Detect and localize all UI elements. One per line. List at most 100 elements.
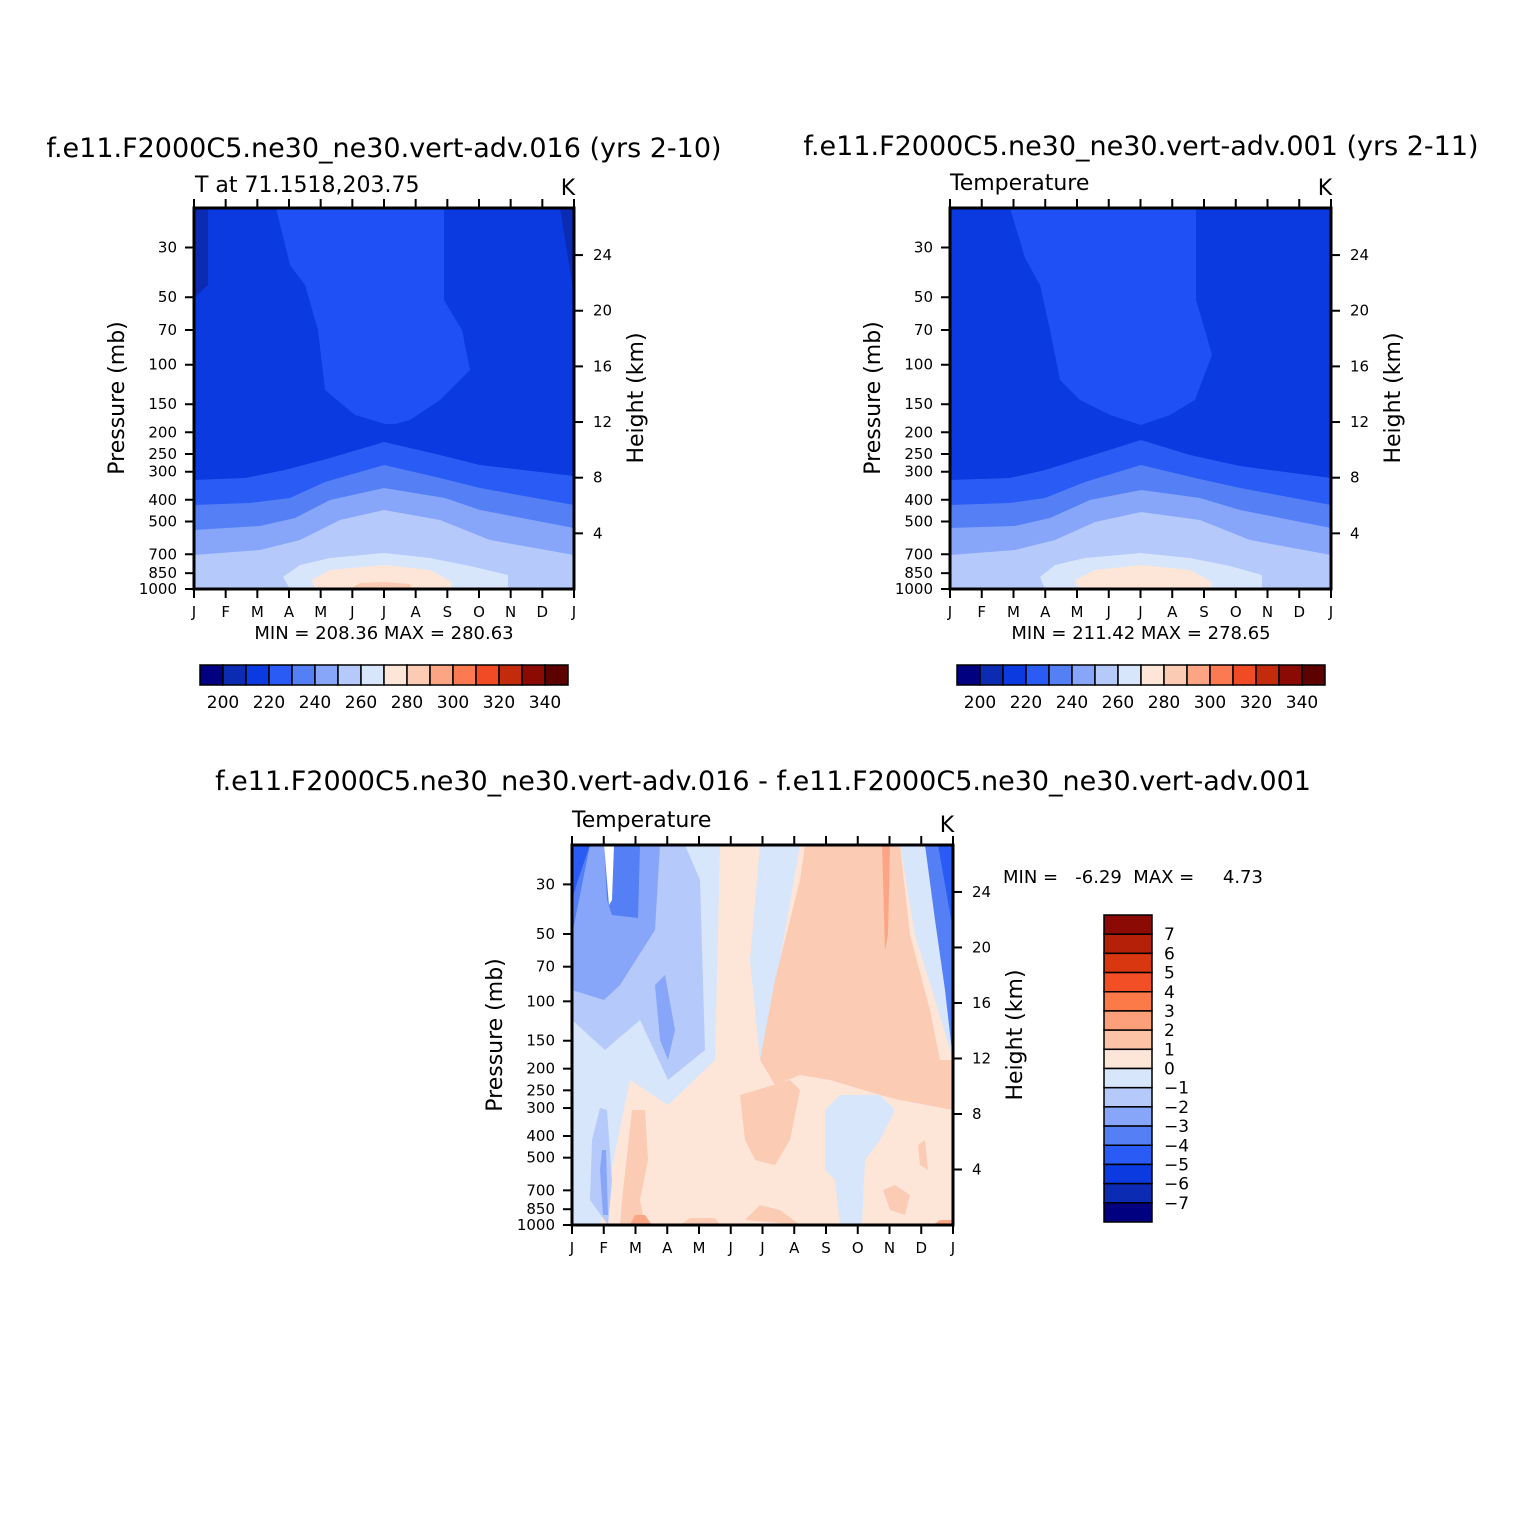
- y-tick-label: 850: [526, 1200, 555, 1218]
- x-tick-label: O: [1230, 603, 1242, 621]
- y-tick-label: 200: [904, 423, 933, 441]
- y-tick-label: 250: [148, 445, 177, 463]
- colorbar-box: [383, 664, 408, 686]
- x-tick-label: N: [884, 1239, 895, 1257]
- y2-tick-label: 16: [972, 994, 991, 1012]
- colorbar-box: [406, 664, 431, 686]
- panel-b-contour-field: [950, 208, 1331, 589]
- colorbar-label: 240: [1056, 693, 1088, 713]
- x-tick-label: M: [693, 1239, 706, 1257]
- x-tick-label: N: [1262, 603, 1273, 621]
- x-tick-label: J: [950, 1239, 955, 1257]
- panel-c-ylabel: Pressure (mb): [483, 958, 508, 1112]
- colorbar-box: [1186, 664, 1211, 686]
- panel-b-stats: MIN = 211.42 MAX = 278.65: [1011, 623, 1270, 644]
- colorbar-box: [291, 664, 316, 686]
- x-tick-label: M: [1007, 603, 1020, 621]
- x-tick-label: N: [505, 603, 516, 621]
- colorbar-label: −2: [1164, 1098, 1189, 1118]
- y-tick-label: 250: [904, 445, 933, 463]
- colorbar-box: [1103, 952, 1153, 974]
- y2-tick-label: 12: [593, 413, 612, 431]
- colorbar-box: [1103, 1029, 1153, 1051]
- x-tick-label: A: [789, 1239, 800, 1257]
- colorbar-box: [268, 664, 293, 686]
- colorbar-label: 4: [1164, 983, 1175, 1003]
- y-tick-label: 200: [526, 1060, 555, 1078]
- x-tick-label: J: [947, 603, 952, 621]
- y-tick-label: 300: [904, 463, 933, 481]
- x-tick-label: D: [1293, 603, 1305, 621]
- y-tick-label: 400: [526, 1127, 555, 1145]
- x-tick-label: A: [1040, 603, 1051, 621]
- colorbar-label: 280: [1148, 693, 1180, 713]
- y-tick-label: 70: [914, 321, 933, 339]
- x-tick-label: S: [1199, 603, 1209, 621]
- colorbar-box: [1071, 664, 1096, 686]
- y-tick-label: 1000: [895, 580, 933, 598]
- colorbar-label: 200: [964, 693, 996, 713]
- colorbar-box: [1094, 664, 1119, 686]
- y-tick-label: 1000: [517, 1216, 555, 1234]
- x-tick-label: F: [977, 603, 986, 621]
- y2-tick-label: 24: [593, 246, 612, 264]
- colorbar-label: 5: [1164, 964, 1175, 984]
- colorbar-box: [1103, 991, 1153, 1012]
- colorbar-box: [337, 664, 362, 686]
- y2-tick-label: 12: [972, 1049, 991, 1067]
- x-tick-label: J: [1137, 603, 1142, 621]
- x-tick-label: A: [662, 1239, 673, 1257]
- colorbar-label: 200: [207, 693, 239, 713]
- x-tick-label: S: [821, 1239, 831, 1257]
- x-tick-label: D: [915, 1239, 927, 1257]
- colorbar-label: 220: [1010, 693, 1042, 713]
- x-tick-label: J: [1106, 603, 1111, 621]
- x-tick-label: M: [629, 1239, 642, 1257]
- colorbar-box: [1103, 1067, 1153, 1089]
- x-tick-label: M: [314, 603, 327, 621]
- colorbar-label: 6: [1164, 944, 1175, 964]
- colorbar-box: [1255, 664, 1280, 686]
- y-tick-label: 500: [148, 512, 177, 530]
- colorbar-box: [1002, 664, 1027, 686]
- x-tick-label: J: [569, 1239, 574, 1257]
- x-tick-label: J: [349, 603, 354, 621]
- panel-a-subtitle: T at 71.1518,203.75: [194, 173, 419, 198]
- colorbar-box: [521, 664, 546, 686]
- y-tick-label: 850: [148, 564, 177, 582]
- y-tick-label: 300: [526, 1099, 555, 1117]
- y-tick-label: 30: [914, 238, 933, 256]
- colorbar-label: 260: [1102, 693, 1134, 713]
- colorbar-box: [1103, 1010, 1153, 1031]
- colorbar-box: [1103, 1202, 1153, 1223]
- colorbar-box: [1103, 971, 1153, 993]
- colorbar-box: [1103, 1048, 1153, 1070]
- x-tick-label: O: [473, 603, 485, 621]
- y-tick-label: 250: [526, 1081, 555, 1099]
- panel-a-units: K: [561, 176, 576, 201]
- x-tick-label: A: [411, 603, 422, 621]
- colorbar-label: 2: [1164, 1021, 1175, 1041]
- y-tick-label: 100: [904, 356, 933, 374]
- colorbar-box: [1103, 1144, 1153, 1166]
- y2-tick-label: 16: [1350, 357, 1369, 375]
- panel-a-contour-field: [194, 208, 574, 589]
- colorbar-label: −5: [1164, 1155, 1189, 1175]
- y-tick-label: 50: [914, 288, 933, 306]
- colorbar-box: [199, 664, 224, 686]
- y2-tick-label: 24: [1350, 246, 1369, 264]
- x-tick-label: J: [571, 603, 576, 621]
- y2-tick-label: 20: [1350, 302, 1369, 320]
- x-tick-label: J: [1328, 603, 1333, 621]
- colorbar-box: [1103, 914, 1153, 935]
- colorbar-box: [1140, 664, 1165, 686]
- colorbar-box: [1301, 664, 1326, 686]
- panel-c-subtitle: Temperature: [571, 808, 711, 833]
- colorbar-label: 260: [345, 693, 377, 713]
- panel-c-stats: MIN = -6.29 MAX = 4.73: [1003, 867, 1263, 888]
- colorbar-label: 0: [1164, 1060, 1175, 1080]
- x-tick-label: S: [443, 603, 453, 621]
